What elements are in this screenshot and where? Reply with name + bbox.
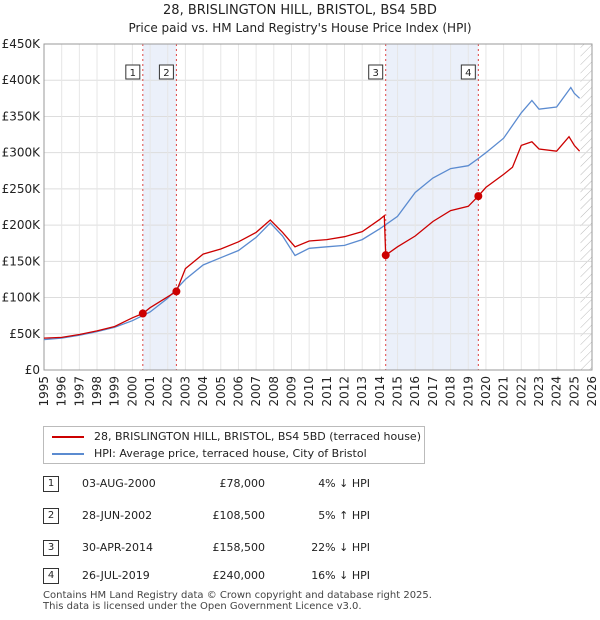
- sale-label-box: [368, 64, 384, 80]
- x-tick-label: 2006: [231, 376, 245, 407]
- series-line-hpi: [43, 86, 581, 341]
- sale-label-number: 4: [465, 68, 471, 79]
- y-tick-label: £50K: [9, 327, 41, 341]
- x-tick-label: 2001: [143, 376, 157, 407]
- legend-label-hpi: HPI: Average price, terraced house, City…: [94, 447, 367, 460]
- sale-price: £108,500: [212, 509, 266, 522]
- x-tick-label: 2015: [391, 376, 405, 407]
- x-tick-label: 2010: [302, 376, 316, 407]
- footer-licence: This data is licensed under the Open Gov…: [43, 601, 362, 612]
- y-tick-label: £350K: [2, 109, 42, 123]
- y-tick-label: £100K: [2, 291, 42, 305]
- sale-date: 30-APR-2014: [82, 541, 154, 554]
- sale-label-number: 2: [163, 68, 169, 79]
- sale-row: 4 26-JUL-2019 £240,000 16% ↓ HPI: [0, 568, 600, 588]
- y-tick-label: £250K: [2, 182, 42, 196]
- sale-price: £78,000: [219, 477, 266, 490]
- x-tick-label: 2020: [479, 376, 493, 407]
- y-tick-label: £150K: [2, 254, 42, 268]
- sale-point: [381, 251, 390, 260]
- sale-row: 2 28-JUN-2002 £108,500 5% ↑ HPI: [0, 508, 600, 528]
- sale-marker: 3: [43, 540, 59, 556]
- x-tick-label: 1995: [37, 376, 51, 407]
- projection-hatch: [580, 44, 592, 370]
- sale-period-band: [142, 44, 177, 370]
- x-tick-label: 2005: [214, 376, 228, 407]
- y-tick-label: £200K: [2, 218, 42, 232]
- sale-label-number: 3: [373, 68, 379, 79]
- footer-copyright: Contains HM Land Registry data © Crown c…: [43, 590, 432, 601]
- attribution-footer: Contains HM Land Registry data © Crown c…: [43, 590, 563, 612]
- price-chart: 28, BRISLINGTON HILL, BRISTOL, BS4 5BD P…: [2, 3, 599, 407]
- x-tick-label: 2003: [178, 376, 192, 407]
- x-tick-label: 2009: [284, 376, 298, 407]
- sale-hpi-delta: 16% ↓ HPI: [311, 569, 370, 582]
- sale-label-box: [460, 64, 476, 80]
- y-tick-label: £300K: [2, 146, 42, 160]
- x-tick-label: 2008: [267, 376, 281, 407]
- legend-swatch-hpi: [52, 453, 84, 455]
- x-tick-label: 2011: [320, 376, 334, 407]
- sale-marker: 4: [43, 568, 59, 584]
- x-tick-label: 2019: [461, 376, 475, 407]
- x-tick-label: 2012: [338, 376, 352, 407]
- sale-price: £158,500: [212, 541, 266, 554]
- chart-title: 28, BRISLINGTON HILL, BRISTOL, BS4 5BD: [163, 3, 437, 18]
- sale-hpi-delta: 22% ↓ HPI: [311, 541, 370, 554]
- sale-date: 28-JUN-2002: [82, 509, 153, 522]
- x-tick-label: 2025: [567, 376, 581, 407]
- x-tick-label: 2014: [373, 376, 387, 407]
- sale-hpi-delta: 5% ↑ HPI: [318, 509, 370, 522]
- x-tick-label: 1997: [72, 376, 86, 407]
- x-tick-label: 2000: [125, 376, 139, 407]
- x-tick-label: 1998: [90, 376, 104, 407]
- x-tick-label: 2024: [550, 376, 564, 407]
- sale-marker: 1: [43, 476, 59, 492]
- series-line-property: [43, 135, 581, 339]
- x-tick-label: 2018: [444, 376, 458, 407]
- y-tick-label: £450K: [2, 37, 42, 51]
- sale-label-box: [125, 64, 141, 80]
- x-tick-label: 2022: [514, 376, 528, 407]
- sale-point: [474, 192, 483, 201]
- chart-legend: 28, BRISLINGTON HILL, BRISTOL, BS4 5BD (…: [43, 426, 425, 464]
- sale-date: 26-JUL-2019: [82, 569, 150, 582]
- y-tick-label: £0: [25, 363, 40, 377]
- x-tick-label: 2002: [161, 376, 175, 407]
- x-tick-label: 2017: [426, 376, 440, 407]
- x-tick-label: 2016: [408, 376, 422, 407]
- sale-row: 1 03-AUG-2000 £78,000 4% ↓ HPI: [0, 476, 600, 496]
- x-tick-label: 2026: [585, 376, 599, 407]
- sale-label-box: [158, 64, 174, 80]
- legend-label-property: 28, BRISLINGTON HILL, BRISTOL, BS4 5BD (…: [94, 430, 421, 443]
- sale-marker: 2: [43, 508, 59, 524]
- plot-area: [44, 44, 592, 370]
- legend-swatch-property: [52, 436, 84, 438]
- sale-label-number: 1: [130, 68, 136, 79]
- sale-hpi-delta: 4% ↓ HPI: [318, 477, 370, 490]
- x-tick-label: 2023: [532, 376, 546, 407]
- x-tick-label: 2021: [497, 376, 511, 407]
- x-tick-label: 2007: [249, 376, 263, 407]
- sale-point: [172, 287, 181, 296]
- x-tick-label: 1999: [108, 376, 122, 407]
- x-tick-label: 2004: [196, 376, 210, 407]
- sale-price: £240,000: [212, 569, 266, 582]
- plot-frame: [43, 43, 593, 371]
- sale-date: 03-AUG-2000: [82, 477, 156, 490]
- y-tick-label: £400K: [2, 73, 42, 87]
- chart-subtitle: Price paid vs. HM Land Registry's House …: [128, 21, 471, 35]
- sale-row: 3 30-APR-2014 £158,500 22% ↓ HPI: [0, 540, 600, 560]
- sale-point: [138, 309, 147, 318]
- x-tick-label: 2013: [355, 376, 369, 407]
- x-tick-label: 1996: [55, 376, 69, 407]
